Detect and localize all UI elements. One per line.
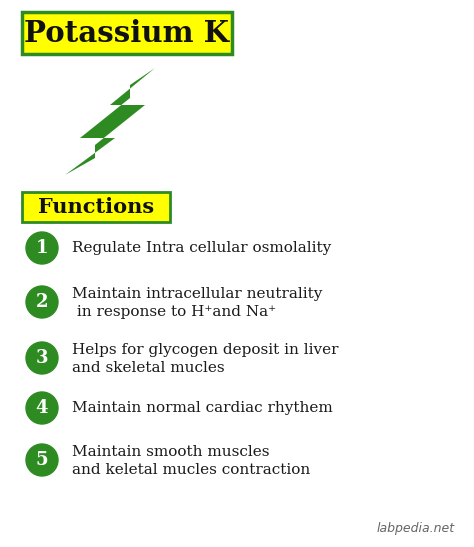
Text: and skeletal mucles: and skeletal mucles xyxy=(72,361,225,375)
Text: 1: 1 xyxy=(36,239,48,257)
Polygon shape xyxy=(65,68,155,175)
Text: in response to H⁺and Na⁺: in response to H⁺and Na⁺ xyxy=(72,305,276,319)
Circle shape xyxy=(26,286,58,318)
Text: Maintain intracellular neutrality: Maintain intracellular neutrality xyxy=(72,287,322,301)
Circle shape xyxy=(26,342,58,374)
Text: Maintain smooth muscles: Maintain smooth muscles xyxy=(72,445,270,459)
Text: Potassium K: Potassium K xyxy=(25,19,229,48)
Text: and keletal mucles contraction: and keletal mucles contraction xyxy=(72,463,310,477)
Text: 2: 2 xyxy=(36,293,48,311)
Text: 5: 5 xyxy=(36,451,48,469)
Circle shape xyxy=(26,392,58,424)
Text: Helps for glycogen deposit in liver: Helps for glycogen deposit in liver xyxy=(72,343,338,357)
Text: 3: 3 xyxy=(36,349,48,367)
Text: labpedia.net: labpedia.net xyxy=(377,522,455,535)
Circle shape xyxy=(26,232,58,264)
FancyBboxPatch shape xyxy=(22,192,170,222)
Text: Maintain normal cardiac rhythem: Maintain normal cardiac rhythem xyxy=(72,401,333,415)
Text: 4: 4 xyxy=(36,399,48,417)
Circle shape xyxy=(26,444,58,476)
Text: Functions: Functions xyxy=(38,197,154,217)
Text: Regulate Intra cellular osmolality: Regulate Intra cellular osmolality xyxy=(72,241,331,255)
FancyBboxPatch shape xyxy=(22,12,232,54)
